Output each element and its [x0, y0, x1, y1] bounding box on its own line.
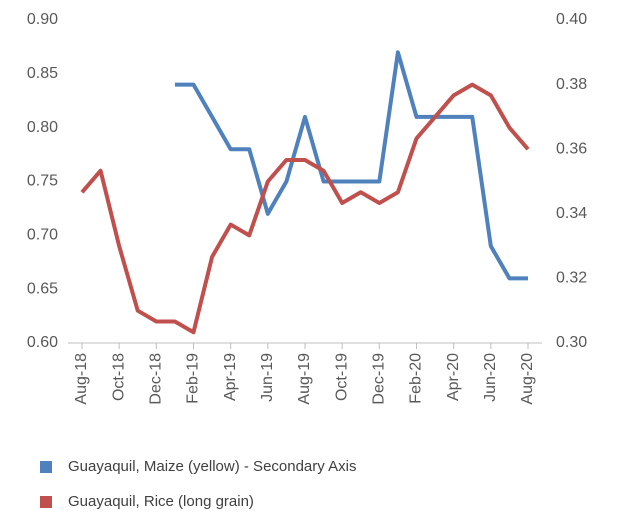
y-tick-label: 0.75 — [27, 173, 58, 190]
y2-tick-label: 0.40 — [556, 11, 587, 28]
x-tick-label: Aug-19 — [296, 353, 313, 405]
x-tick-label: Dec-19 — [371, 353, 388, 405]
legend-swatch — [40, 496, 52, 508]
x-tick-label: Dec-18 — [148, 353, 165, 405]
x-tick-label: Jun-20 — [482, 353, 499, 402]
y2-tick-label: 0.32 — [556, 270, 587, 287]
y2-tick-label: 0.34 — [556, 205, 587, 222]
x-tick-label: Jun-19 — [259, 353, 276, 402]
x-tick-label: Feb-19 — [185, 353, 202, 404]
line-series — [174, 50, 528, 281]
legend-label: Guayaquil, Maize (yellow) - Secondary Ax… — [68, 458, 356, 475]
legend-swatch — [40, 461, 52, 473]
x-tick-label: Apr-19 — [222, 353, 239, 401]
x-tick-label: Aug-18 — [73, 353, 90, 405]
legend-label: Guayaquil, Rice (long grain) — [68, 493, 254, 510]
x-tick-label: Aug-20 — [519, 353, 536, 405]
y-tick-label: 0.70 — [27, 227, 58, 244]
y-tick-label: 0.85 — [27, 65, 58, 82]
line-series — [80, 82, 530, 335]
y-tick-label: 0.60 — [27, 334, 58, 351]
x-tick-label: Oct-19 — [333, 353, 350, 401]
x-tick-label: Feb-20 — [408, 353, 425, 404]
y-tick-label: 0.80 — [27, 119, 58, 136]
x-tick-label: Apr-20 — [445, 353, 462, 401]
y-tick-label: 0.65 — [27, 280, 58, 297]
y2-tick-label: 0.38 — [556, 76, 587, 93]
y2-tick-label: 0.36 — [556, 140, 587, 157]
y2-tick-label: 0.30 — [556, 334, 587, 351]
y-tick-label: 0.90 — [27, 11, 58, 28]
x-tick-label: Oct-18 — [110, 353, 127, 401]
